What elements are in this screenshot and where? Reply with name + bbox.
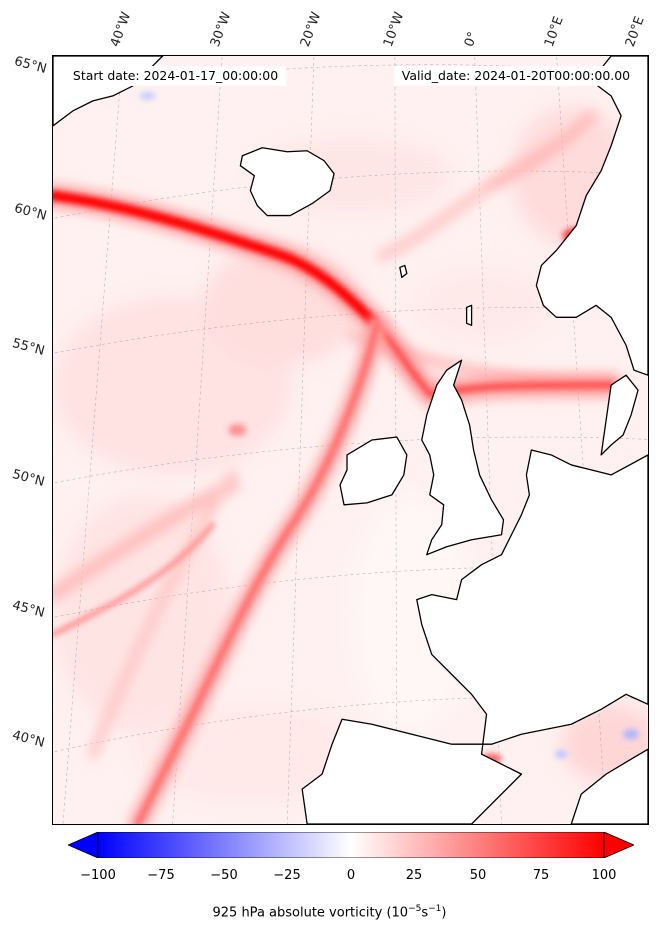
colorbar-tick: 0 — [346, 868, 356, 883]
vorticity-map: Start date: 2024-01-17_00:00:00 Valid_da… — [52, 55, 649, 825]
denmark — [600, 374, 639, 456]
faroe-islands — [399, 264, 408, 279]
colorbar-tick: −25 — [273, 868, 301, 883]
lat-label-65n: 65°N — [12, 54, 49, 77]
lat-label-50n: 50°N — [10, 467, 47, 490]
colorbar-body — [97, 832, 605, 858]
valid-date-label: Valid_date: 2024-01-20T00:00:00.00 — [393, 65, 639, 86]
lon-label-10w: 10°W — [380, 10, 408, 49]
lon-label-10e: 10°E — [541, 14, 567, 50]
north-africa — [570, 748, 648, 824]
start-date-label: Start date: 2024-01-17_00:00:00 — [64, 65, 287, 86]
lon-label-20e: 20°E — [622, 14, 648, 50]
ireland — [339, 436, 408, 506]
shetland — [465, 304, 473, 326]
lat-label-45n: 45°N — [10, 598, 47, 621]
lat-label-60n: 60°N — [12, 201, 49, 224]
colorbar-tick: −50 — [210, 868, 238, 883]
colorbar-extend-high — [603, 832, 634, 858]
lon-label-0: 0° — [461, 29, 482, 49]
colorbar-tick: 25 — [405, 868, 423, 883]
negative-patches — [139, 91, 640, 759]
colorbar-extend-low — [68, 832, 99, 858]
map-canvas: Start date: 2024-01-17_00:00:00 Valid_da… — [53, 56, 648, 824]
scandinavia — [535, 56, 648, 376]
continental-europe — [301, 449, 648, 824]
lat-label-55n: 55°N — [10, 336, 47, 359]
colorbar-tick: 50 — [469, 868, 487, 883]
colorbar-label: 925 hPa absolute vorticity (10−5s−1) — [212, 904, 447, 921]
colorbar-tick: −100 — [80, 868, 116, 883]
great-britain — [421, 359, 505, 556]
colorbar-tick: −75 — [147, 868, 175, 883]
iceland — [239, 147, 335, 217]
lon-label-40w: 40°W — [107, 10, 135, 49]
colorbar-tick: 75 — [532, 868, 550, 883]
lon-label-20w: 20°W — [297, 10, 325, 49]
colorbar-ticks: −100 −75 −50 −25 0 25 50 75 100 — [0, 868, 659, 886]
lon-label-30w: 30°W — [207, 10, 235, 49]
colorbar — [68, 832, 634, 858]
colorbar-tick: 100 — [591, 868, 617, 883]
lat-label-40n: 40°N — [10, 728, 47, 751]
